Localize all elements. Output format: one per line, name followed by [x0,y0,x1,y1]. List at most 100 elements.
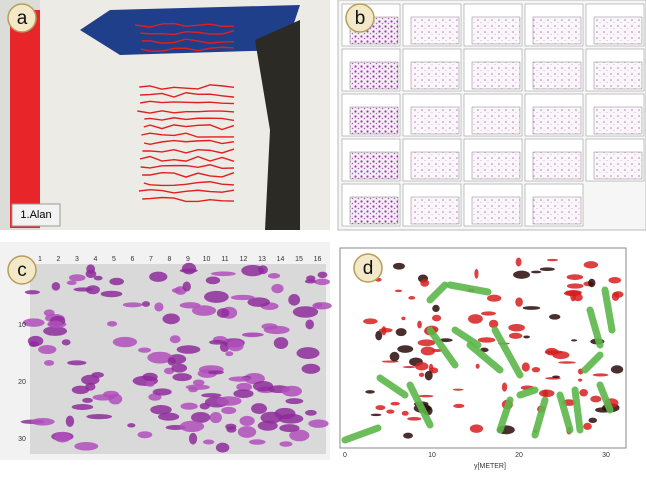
purple-blob [44,360,54,366]
red-anomaly [571,339,577,341]
x-tick-label: 3 [75,256,79,263]
red-anomaly [403,433,413,439]
purple-blob [221,407,236,414]
caption: 1.Alan [20,209,51,221]
purple-blob [293,306,318,317]
purple-blob [240,416,255,426]
red-anomaly [583,423,592,430]
purple-blob [217,396,242,406]
purple-blob [150,405,171,415]
red-anomaly [481,311,496,315]
red-anomaly [593,373,609,376]
purple-blob [258,421,278,431]
purple-blob [180,403,197,410]
x-tick-label: 10 [203,256,211,263]
red-anomaly [549,314,560,320]
red-anomaly [516,258,522,267]
mini-plot [411,17,459,44]
x-tick-label: 2 [57,256,61,263]
purple-blob [54,432,71,443]
x-tick-label: 7 [149,256,153,263]
purple-blob [274,337,288,349]
purple-blob [258,265,268,274]
red-anomaly [397,345,413,353]
purple-blob [209,340,225,345]
purple-blob [288,294,300,306]
red-anomaly [470,424,483,433]
purple-blob [183,281,191,291]
red-anomaly [386,410,394,414]
red-anomaly [468,314,483,324]
panel-a: 1.Alan [0,0,330,230]
red-anomaly [478,337,496,342]
purple-blob [162,314,179,325]
mini-plot [411,62,459,89]
panel-b [338,0,646,230]
purple-blob [86,285,100,294]
purple-blob [200,403,210,410]
red-anomaly [453,404,464,408]
panel-label: b [355,8,366,29]
red-anomaly [508,324,525,331]
red-anomaly [540,267,555,271]
red-anomaly [408,296,415,300]
x-tick-label: 0 [343,452,347,459]
mini-plot [411,197,459,224]
x-axis-title: y[METER] [474,463,506,470]
mini-plot [350,152,398,179]
mini-plot [472,107,520,134]
x-tick-label: 15 [295,256,303,263]
red-anomaly [476,364,480,369]
panel-label: d [363,258,374,279]
red-anomaly [552,375,560,378]
purple-blob [109,278,124,285]
red-anomaly [573,294,583,302]
purple-blob [149,272,167,282]
mini-plot [472,62,520,89]
panel-label: a [17,8,28,29]
red-anomaly [515,297,523,306]
purple-blob [74,442,98,450]
red-anomaly [608,277,621,283]
purple-blob [249,439,266,444]
x-tick-label: 9 [186,256,190,263]
red-anomaly [539,389,554,397]
x-tick-label: 5 [112,256,116,263]
red-anomaly [532,367,540,372]
mini-plot [472,197,520,224]
purple-blob [314,279,329,286]
red-anomaly [432,315,441,322]
purple-blob [204,291,229,303]
red-anomaly [365,390,375,393]
red-anomaly [418,339,436,346]
mini-plot [594,62,642,89]
purple-blob [72,404,94,410]
red-anomaly [522,362,530,371]
purple-blob [101,291,123,297]
x-tick-label: 1 [38,256,42,263]
purple-blob [189,433,197,445]
red-anomaly [402,411,409,416]
purple-blob [138,431,153,438]
purple-blob [225,424,236,430]
purple-blob [186,384,210,389]
mini-plot [350,107,398,134]
purple-blob [203,439,214,444]
purple-blob [72,386,89,394]
purple-blob [172,373,192,381]
x-tick-label: 10 [428,452,436,459]
purple-blob [229,376,251,381]
purple-blob [172,288,181,293]
x-tick-label: 11 [221,256,228,263]
purple-blob [225,351,233,356]
red-anomaly [395,290,402,292]
purple-blob [177,345,201,354]
red-anomaly [567,283,584,288]
purple-blob [142,301,150,307]
mini-plot [472,17,520,44]
purple-blob [279,441,292,447]
mini-plot [594,152,642,179]
purple-blob [279,424,299,432]
purple-blob [170,335,181,343]
purple-blob [69,274,86,281]
